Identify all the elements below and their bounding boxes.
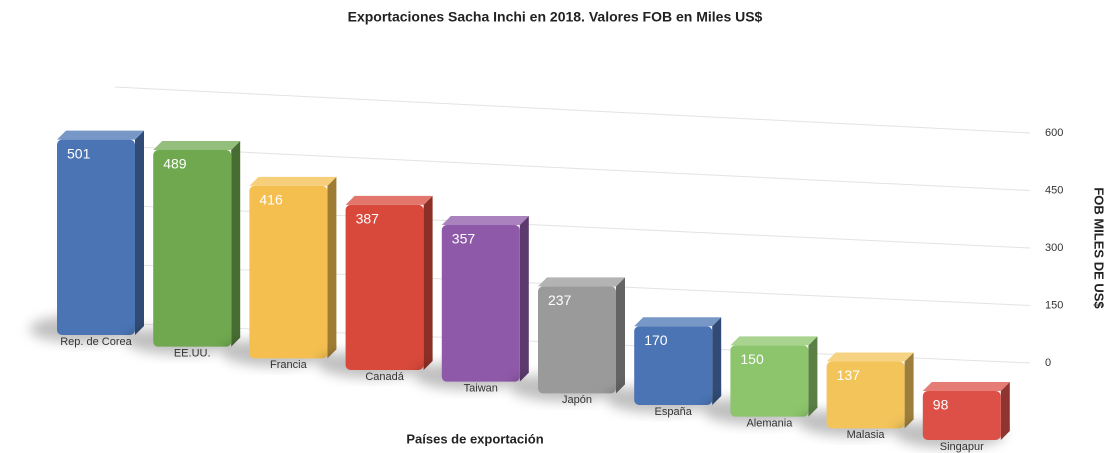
- bar-side: [1000, 382, 1010, 440]
- y-tick-label: 600: [1045, 127, 1063, 139]
- x-tick-label: Taiwan: [464, 383, 498, 395]
- bar-top: [826, 352, 914, 362]
- bar-front: [249, 185, 328, 359]
- data-label: 489: [163, 156, 187, 172]
- bar-top: [57, 130, 144, 140]
- bar: 489: [125, 140, 241, 355]
- bar-front: [441, 224, 520, 382]
- bar-front: [826, 361, 905, 429]
- data-label: 357: [452, 231, 476, 247]
- bar-top: [345, 195, 433, 205]
- bar-top: [634, 317, 722, 327]
- bar-front: [57, 139, 135, 335]
- bar-side: [616, 277, 625, 394]
- bar-front: [730, 345, 809, 417]
- bar-front: [153, 149, 232, 347]
- bar-top: [249, 176, 337, 186]
- bar-side: [904, 352, 914, 429]
- bar-front: [538, 286, 616, 394]
- x-tick-label: Alemania: [746, 418, 793, 430]
- bar: 137: [799, 352, 914, 437]
- data-label: 387: [356, 211, 380, 227]
- data-label: 416: [259, 192, 283, 208]
- bar-side: [135, 130, 144, 335]
- data-label: 170: [644, 332, 668, 348]
- bar-top: [441, 215, 529, 225]
- bar: 170: [606, 317, 722, 413]
- y-tick-label: 0: [1045, 357, 1051, 369]
- x-tick-label: Japón: [562, 394, 592, 406]
- x-tick-label: EE.UU.: [174, 348, 211, 360]
- bar-top: [538, 277, 625, 287]
- data-label: 237: [548, 292, 572, 308]
- bar: 416: [221, 176, 337, 367]
- bar: 237: [510, 277, 625, 402]
- bar-top: [730, 336, 818, 346]
- x-tick-label: Rep. de Corea: [60, 336, 132, 348]
- data-label: 98: [933, 397, 949, 413]
- x-tick-label: Francia: [270, 359, 308, 371]
- data-label: 150: [740, 351, 764, 367]
- grid-line: [114, 86, 1031, 134]
- x-tick-label: Malasia: [847, 429, 886, 441]
- bar-top: [153, 140, 241, 150]
- x-axis-title: Países de exportación: [406, 431, 543, 446]
- bar-side: [423, 195, 433, 370]
- x-tick-label: Canadá: [365, 371, 404, 383]
- bar: 387: [318, 195, 433, 378]
- bar-side: [519, 215, 529, 382]
- bar-front: [345, 204, 424, 370]
- bar-side: [712, 317, 722, 405]
- bar-side: [231, 140, 241, 347]
- bar: 357: [414, 215, 529, 390]
- bar: 150: [702, 336, 818, 425]
- data-label: 501: [67, 145, 91, 161]
- y-axis-title: FOB MILES DE US$: [1092, 187, 1107, 309]
- bar-front: [634, 326, 713, 405]
- bar-top: [922, 382, 1010, 391]
- bar-front: [922, 391, 1001, 440]
- bar-side: [327, 176, 337, 359]
- grid-line: [114, 145, 1031, 191]
- data-label: 137: [837, 367, 861, 383]
- y-tick-label: 150: [1045, 299, 1063, 311]
- x-tick-label: Singapur: [940, 441, 984, 453]
- chart-title: Exportaciones Sacha Inchi en 2018. Valor…: [348, 9, 763, 25]
- bar: 501: [29, 130, 144, 343]
- x-tick-label: España: [655, 406, 693, 418]
- y-tick-label: 450: [1045, 184, 1063, 196]
- y-tick-label: 300: [1045, 242, 1063, 254]
- bar-side: [808, 336, 818, 417]
- bar: 98: [895, 382, 1010, 448]
